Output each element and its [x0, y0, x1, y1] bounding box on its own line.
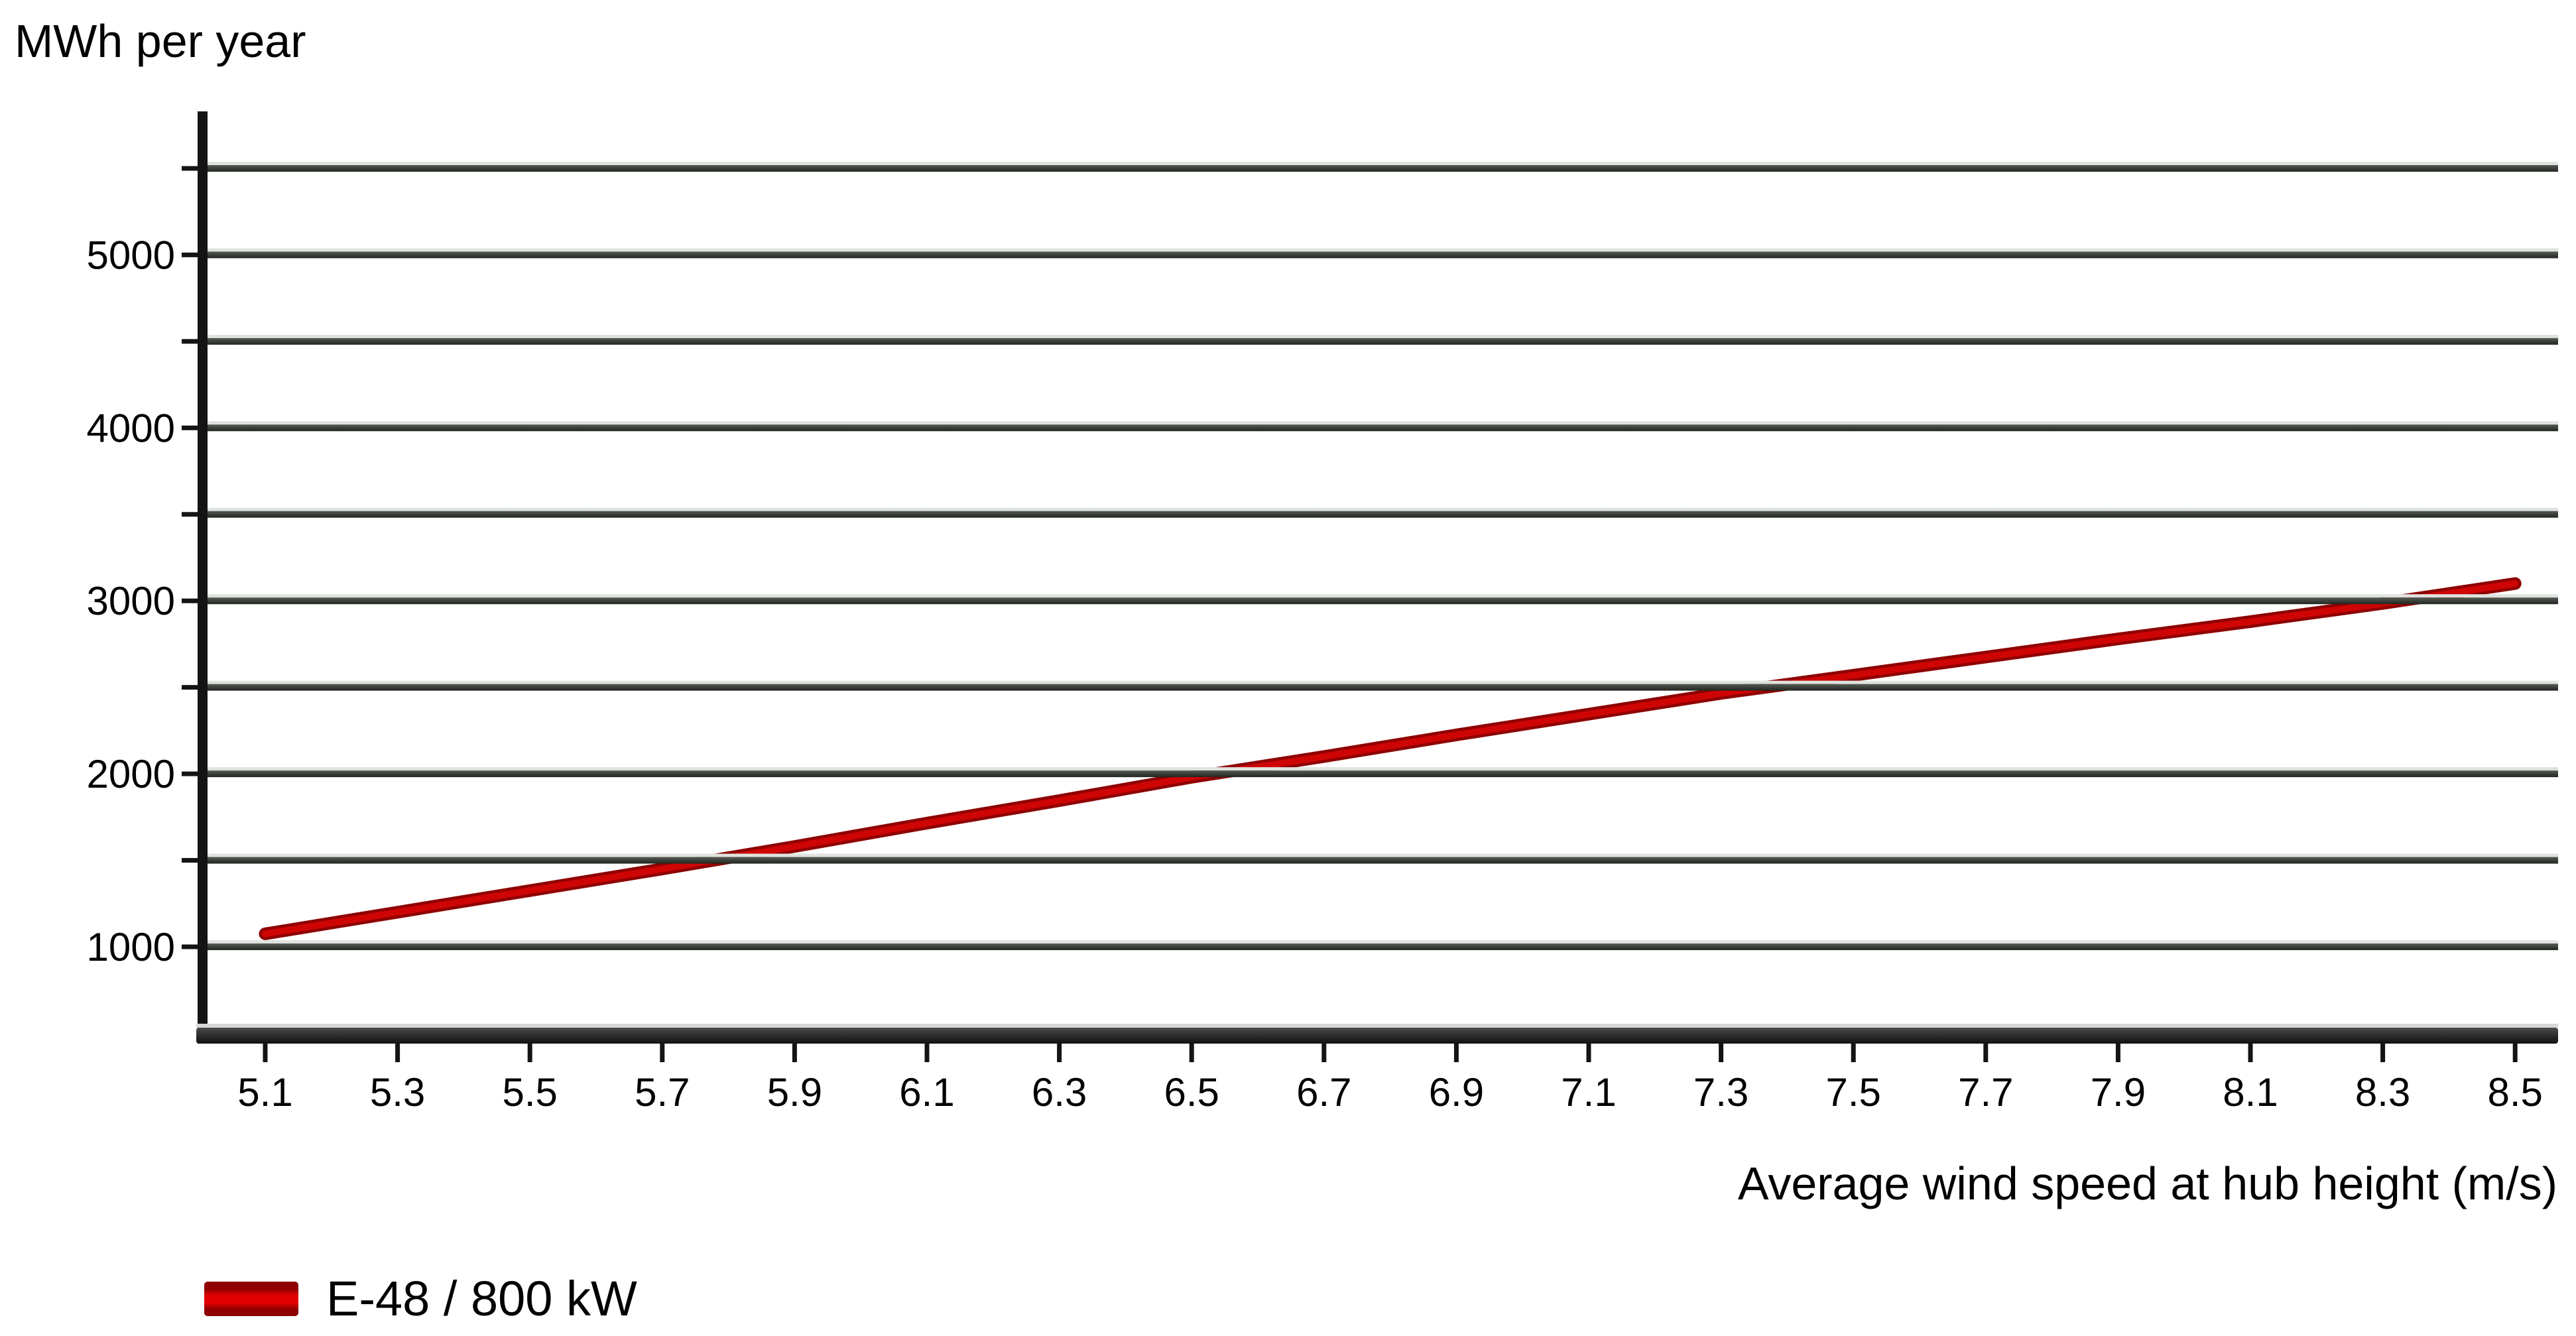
- y-tick-label: 4000: [87, 406, 175, 450]
- x-tick-label: 6.7: [1296, 1070, 1351, 1115]
- x-tick: [924, 1044, 930, 1062]
- x-tick-label: 5.9: [767, 1070, 822, 1115]
- x-tick: [1586, 1044, 1591, 1062]
- gridline: [203, 337, 2558, 345]
- y-tick: [182, 598, 198, 603]
- x-tick-label: 7.3: [1693, 1070, 1748, 1115]
- y-tick: [182, 512, 198, 517]
- gridline-highlight: [203, 161, 2558, 165]
- x-tick: [1453, 1044, 1459, 1062]
- x-tick: [2512, 1044, 2518, 1062]
- y-tick-label: 2000: [87, 752, 175, 796]
- series-line: [262, 580, 2519, 938]
- x-tick: [1057, 1044, 1062, 1062]
- gridline-highlight: [203, 334, 2558, 338]
- x-tick: [1321, 1044, 1327, 1062]
- y-tick: [182, 425, 198, 430]
- legend-line-swatch: [204, 1281, 298, 1316]
- x-axis-title: Average wind speed at hub height (m/s): [1737, 1158, 2557, 1209]
- y-tick: [182, 339, 198, 344]
- x-tick-label: 7.9: [2091, 1070, 2146, 1115]
- x-tick: [2115, 1044, 2120, 1062]
- y-tick: [182, 771, 198, 776]
- y-tick-label: 3000: [87, 579, 175, 623]
- x-tick-label: 6.5: [1164, 1070, 1219, 1115]
- legend-series-label: E-48 / 800 kW: [326, 1271, 637, 1326]
- x-tick-label: 7.1: [1561, 1070, 1616, 1115]
- gridline-highlight: [203, 507, 2558, 511]
- x-tick-label: 5.7: [635, 1070, 690, 1115]
- x-tick-label: 7.5: [1825, 1070, 1880, 1115]
- x-tick: [263, 1044, 268, 1062]
- x-tick: [2380, 1044, 2386, 1062]
- gridline-highlight: [203, 767, 2558, 771]
- x-tick: [792, 1044, 797, 1062]
- x-tick: [527, 1044, 532, 1062]
- gridline: [203, 164, 2558, 172]
- x-tick-label: 5.1: [237, 1070, 292, 1115]
- x-tick: [1719, 1044, 1724, 1062]
- x-tick: [2248, 1044, 2253, 1062]
- x-tick-label: 5.3: [370, 1070, 425, 1115]
- gridline-highlight: [203, 248, 2558, 252]
- x-axis-line: [196, 1028, 2558, 1044]
- gridline-highlight: [203, 594, 2558, 598]
- gridline-highlight: [203, 680, 2558, 684]
- x-tick-label: 8.3: [2355, 1070, 2410, 1115]
- x-tick-label: 6.3: [1032, 1070, 1087, 1115]
- x-tick-label: 5.5: [502, 1070, 557, 1115]
- gridline: [203, 770, 2558, 778]
- y-tick: [182, 858, 198, 863]
- gridline: [203, 251, 2558, 259]
- gridline: [203, 511, 2558, 518]
- x-tick-label: 7.7: [1958, 1070, 2013, 1115]
- x-tick: [660, 1044, 665, 1062]
- y-tick: [182, 685, 198, 690]
- x-tick-label: 8.1: [2223, 1070, 2278, 1115]
- gridline-highlight: [203, 421, 2558, 425]
- legend: E-48 / 800 kW: [204, 1270, 637, 1327]
- gridline-highlight: [203, 940, 2558, 943]
- gridline: [203, 943, 2558, 950]
- y-tick: [182, 944, 198, 949]
- x-tick: [1189, 1044, 1194, 1062]
- gridline-highlight: [203, 853, 2558, 857]
- x-tick: [1983, 1044, 1989, 1062]
- gridline: [203, 857, 2558, 864]
- y-tick: [182, 166, 198, 171]
- x-tick-label: 6.1: [899, 1070, 954, 1115]
- y-axis-line: [198, 111, 208, 1044]
- x-axis-highlight: [196, 1024, 2558, 1028]
- x-tick-label: 6.9: [1429, 1070, 1484, 1115]
- y-tick-label: 1000: [87, 925, 175, 969]
- gridline: [203, 597, 2558, 605]
- y-axis-title: MWh per year: [15, 15, 306, 67]
- x-tick: [1851, 1044, 1856, 1062]
- gridline: [203, 424, 2558, 432]
- x-tick: [395, 1044, 400, 1062]
- y-tick-label: 5000: [87, 233, 175, 277]
- x-tick-label: 8.5: [2487, 1070, 2542, 1115]
- y-tick: [182, 252, 198, 257]
- gridline: [203, 684, 2558, 691]
